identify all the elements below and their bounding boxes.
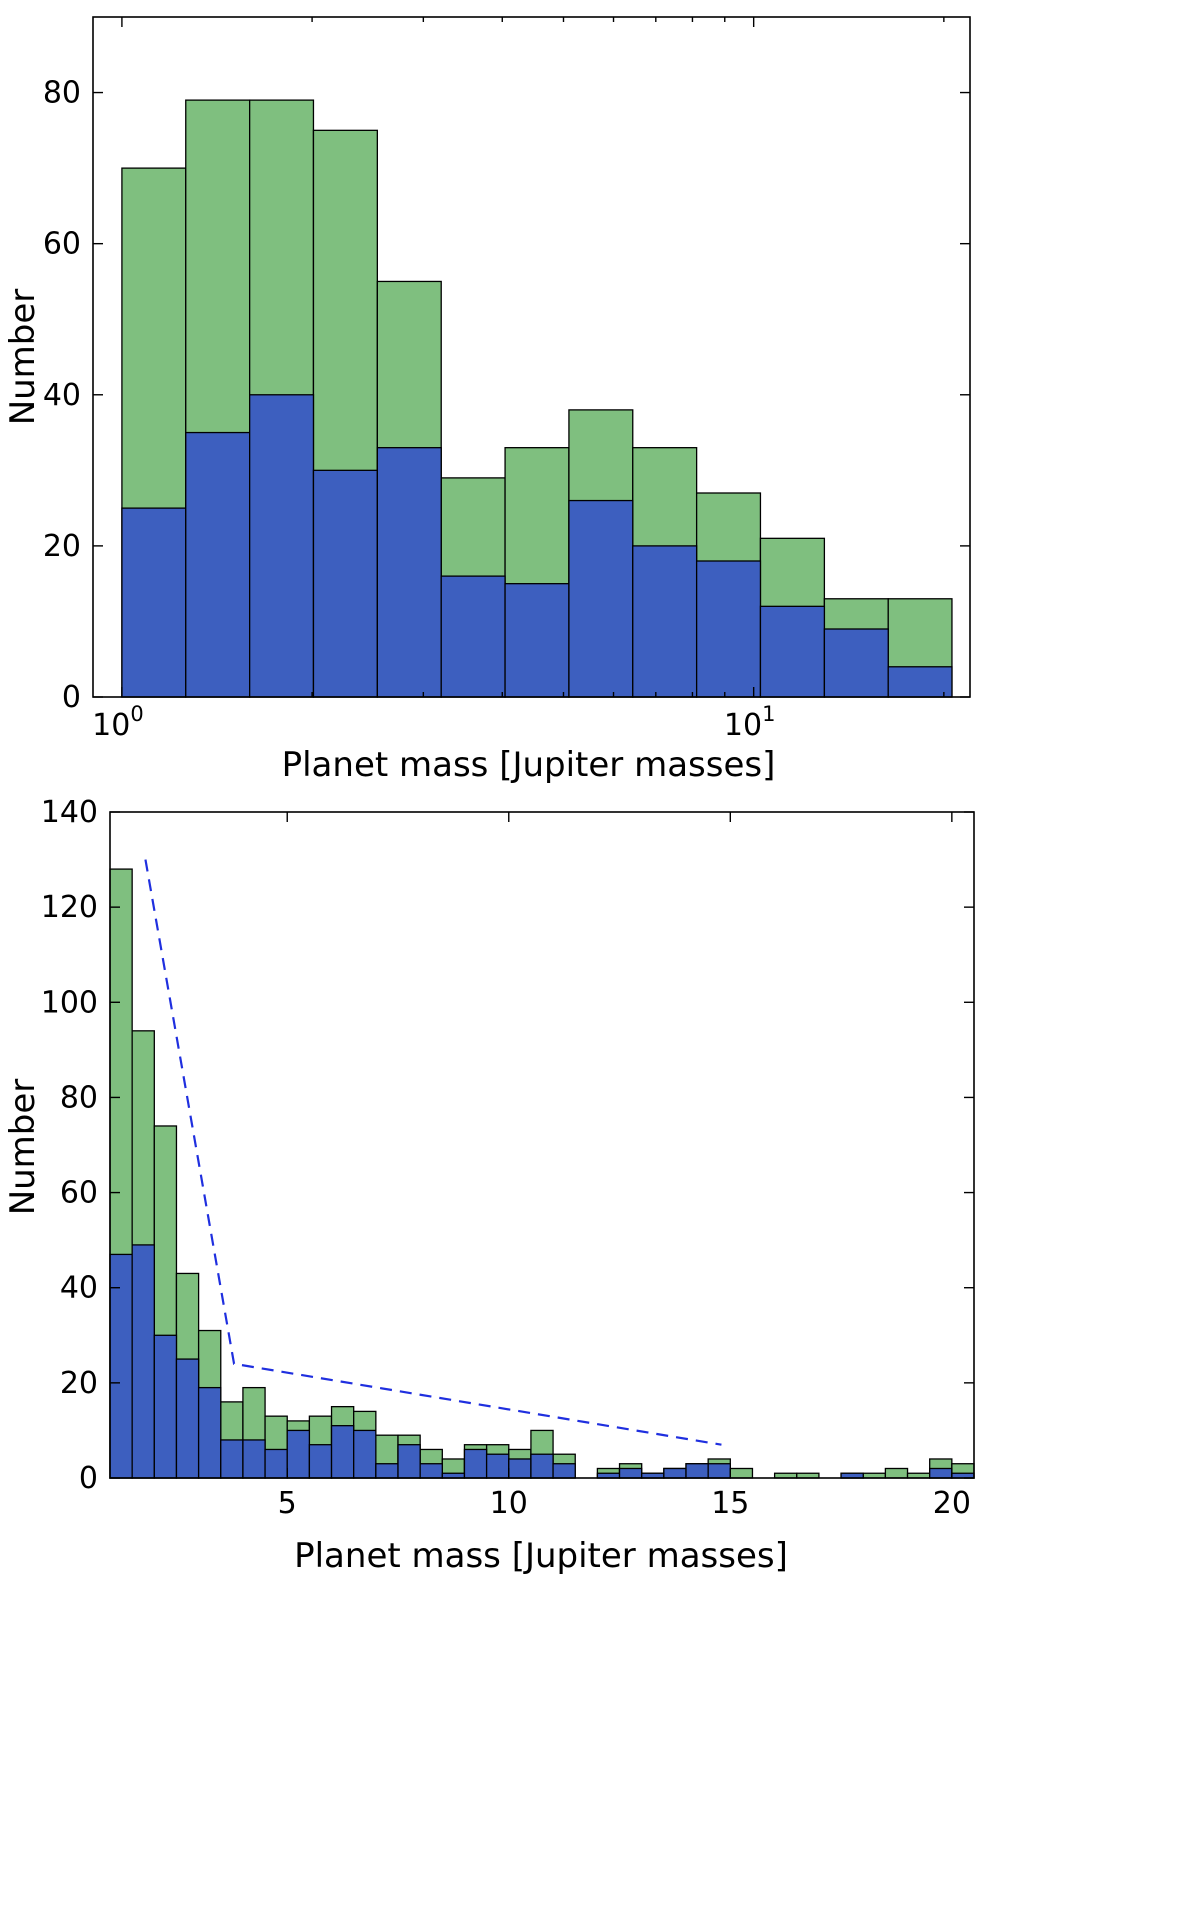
bottom-subset-bar bbox=[175, 1358, 200, 1479]
bottom-subset-bar bbox=[286, 1429, 311, 1479]
bottom-subset-bar bbox=[485, 1453, 510, 1479]
top-y-tick-label: 60 bbox=[43, 227, 81, 262]
bottom-x-tick-label: 5 bbox=[278, 1486, 297, 1521]
bottom-x-tick-label: 20 bbox=[933, 1486, 971, 1521]
top-histogram-bars bbox=[121, 99, 953, 698]
bottom-plot-frame bbox=[109, 811, 975, 1479]
bottom-axis-ticks: 0 20 40 60 80 100 120 140 5 10 15 20 bbox=[41, 795, 974, 1521]
bottom-subset-bar bbox=[419, 1463, 443, 1479]
bottom-subset-bar bbox=[308, 1444, 333, 1479]
top-subset-bar bbox=[376, 447, 442, 698]
bottom-subset-bar bbox=[663, 1467, 687, 1479]
top-subset-bar bbox=[121, 507, 187, 698]
top-subset-bar bbox=[185, 431, 251, 698]
bottom-total-bar bbox=[729, 1467, 754, 1479]
bottom-subset-bar bbox=[197, 1386, 222, 1479]
bottom-subset-bar bbox=[153, 1334, 178, 1479]
top-subset-bar bbox=[249, 394, 315, 698]
bottom-subset-bar bbox=[508, 1458, 532, 1479]
top-x-tick-base: 10 bbox=[92, 708, 130, 743]
bottom-subset-bar bbox=[618, 1467, 643, 1479]
bottom-subset-bar bbox=[375, 1463, 399, 1479]
bottom-y-tick-label: 60 bbox=[60, 1176, 98, 1211]
bottom-y-tick-label: 100 bbox=[41, 985, 98, 1020]
top-subset-bar bbox=[632, 545, 698, 698]
bottom-y-tick-label: 0 bbox=[79, 1461, 98, 1496]
bottom-subset-bar bbox=[397, 1444, 421, 1479]
bottom-y-tick-label: 20 bbox=[60, 1366, 98, 1401]
top-x-tick-label: 100 bbox=[92, 702, 144, 743]
top-subset-bar bbox=[312, 469, 378, 698]
top-subset-bar bbox=[823, 628, 889, 698]
bottom-histogram-panel: 0 20 40 60 80 100 120 140 5 10 15 20 Planet mass [J… bbox=[3, 795, 975, 1576]
bottom-x-axis-label: Planet mass [Jupiter masses] bbox=[294, 1536, 788, 1576]
top-x-axis-label: Planet mass [Jupiter masses] bbox=[282, 745, 776, 785]
top-y-axis-label: Number bbox=[3, 289, 43, 426]
top-plot-frame bbox=[92, 16, 971, 698]
bottom-subset-bar bbox=[242, 1439, 266, 1479]
bottom-subset-bar bbox=[264, 1448, 288, 1479]
bottom-subset-bar bbox=[463, 1448, 488, 1479]
bottom-subset-bar bbox=[353, 1429, 377, 1479]
bottom-y-tick-label: 140 bbox=[41, 795, 98, 830]
bottom-y-tick-label: 120 bbox=[41, 890, 98, 925]
bottom-histogram-bars bbox=[109, 868, 975, 1479]
top-y-tick-label: 20 bbox=[43, 529, 81, 564]
bottom-y-tick-label: 80 bbox=[60, 1080, 98, 1115]
top-y-tick-label: 40 bbox=[43, 378, 81, 413]
top-subset-bar bbox=[695, 560, 762, 698]
top-subset-bar bbox=[440, 575, 506, 698]
bottom-subset-bar bbox=[131, 1244, 155, 1479]
bottom-subset-bar bbox=[685, 1463, 709, 1479]
top-subset-bar bbox=[759, 605, 826, 698]
bottom-subset-bar bbox=[330, 1425, 355, 1479]
bottom-subset-bar bbox=[552, 1463, 576, 1479]
top-x-tick-label: 101 bbox=[724, 702, 776, 743]
bottom-y-tick-label: 40 bbox=[60, 1271, 98, 1306]
bottom-subset-bar bbox=[929, 1467, 953, 1479]
top-y-tick-label: 0 bbox=[62, 680, 81, 715]
top-subset-bar bbox=[568, 499, 634, 698]
top-x-tick-exponent: 0 bbox=[130, 702, 143, 726]
bottom-subset-bar bbox=[707, 1463, 731, 1479]
bottom-subset-bar bbox=[530, 1453, 554, 1479]
top-x-tick-exponent: 1 bbox=[762, 702, 775, 726]
top-subset-bar bbox=[504, 583, 570, 698]
top-y-tick-label: 80 bbox=[43, 76, 81, 111]
bottom-subset-bar bbox=[220, 1439, 244, 1479]
bottom-x-tick-label: 15 bbox=[711, 1486, 749, 1521]
bottom-y-axis-label: Number bbox=[3, 1079, 43, 1216]
bottom-total-bar bbox=[884, 1467, 909, 1479]
top-subset-bar bbox=[887, 666, 953, 698]
dashed-fit-line bbox=[144, 859, 722, 1446]
top-x-tick-base: 10 bbox=[724, 708, 762, 743]
bottom-x-tick-label: 10 bbox=[490, 1486, 528, 1521]
